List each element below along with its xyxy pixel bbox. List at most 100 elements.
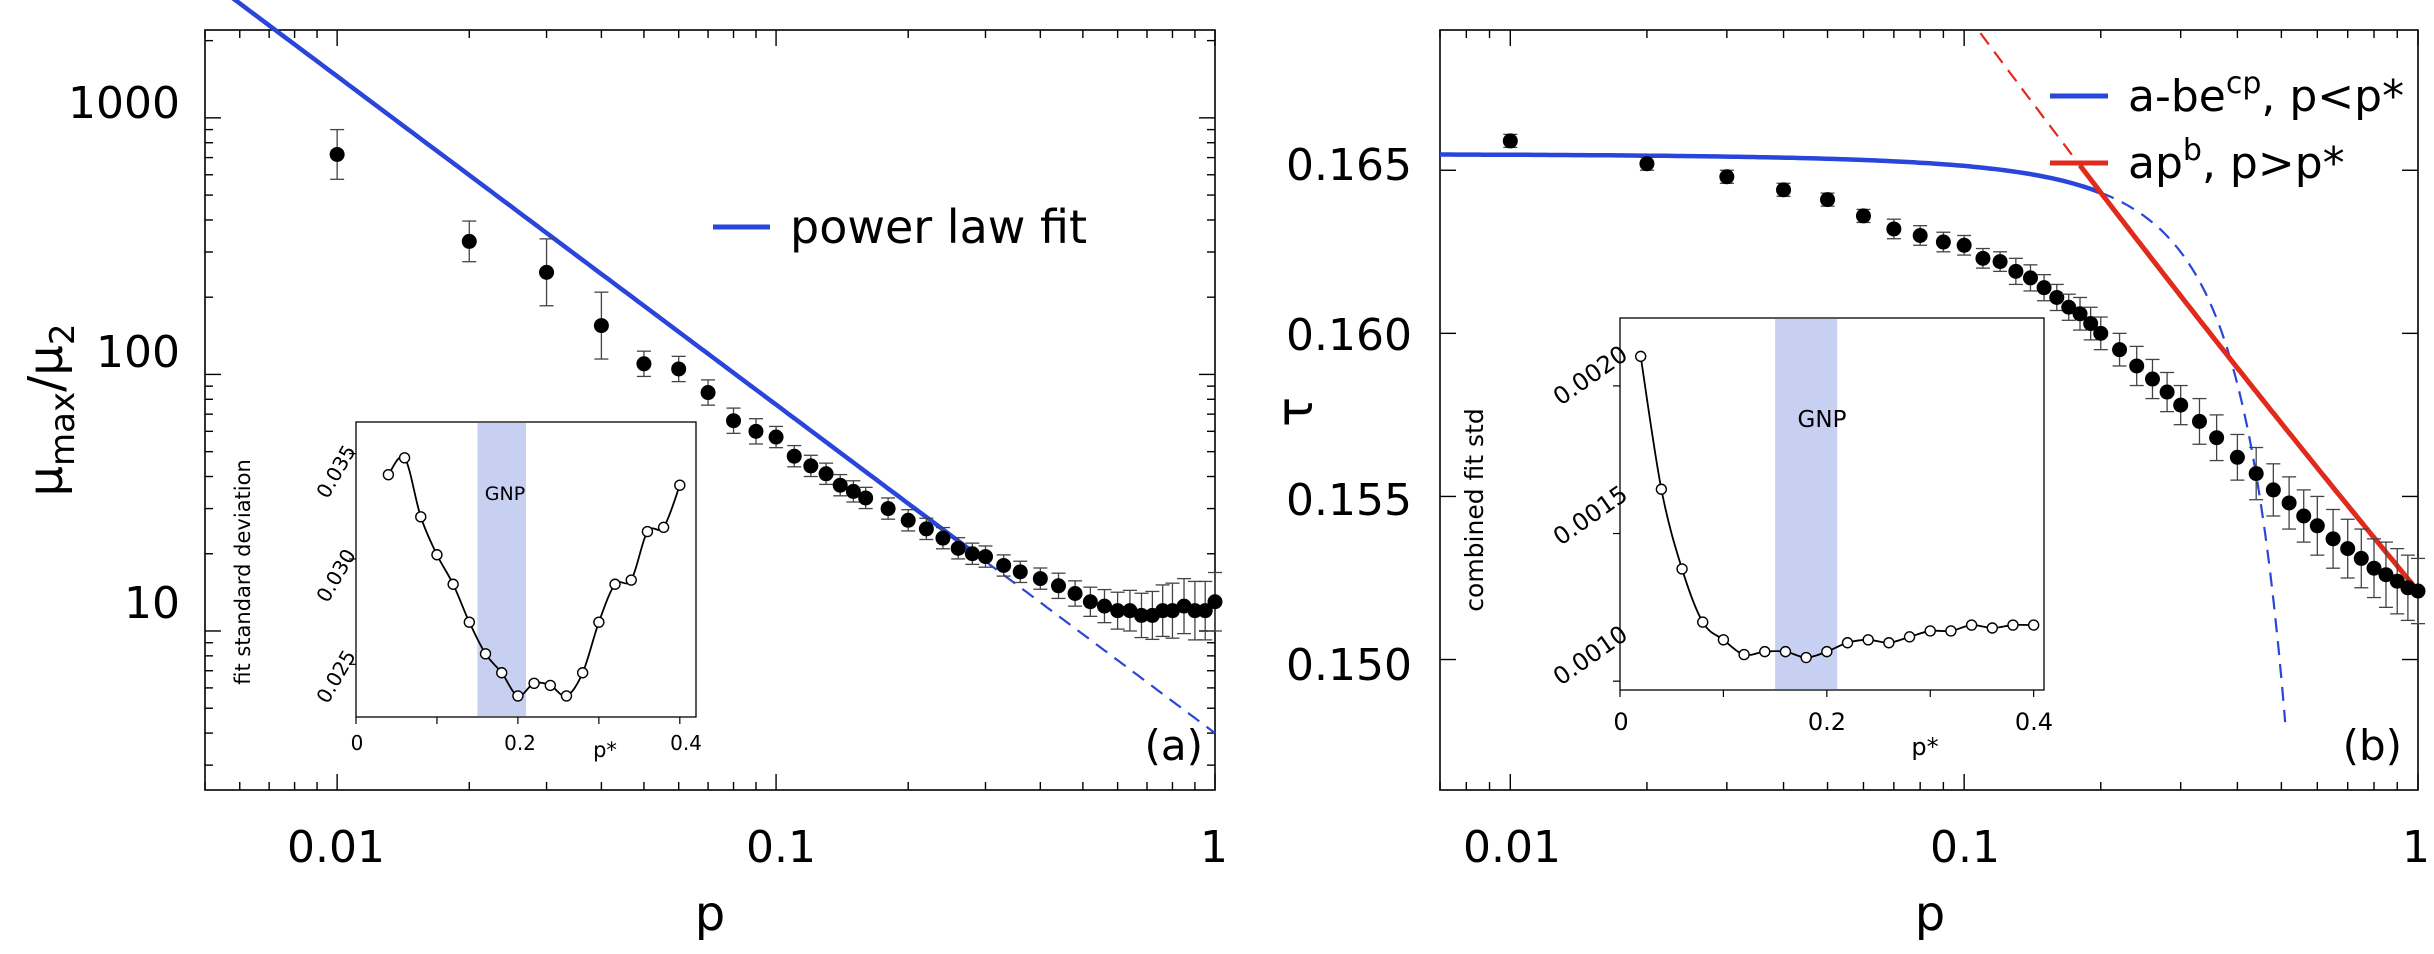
- panel-b-inset-xtick-0.4: 0.4: [2015, 708, 2053, 736]
- panel-a-inset-marker: [512, 690, 524, 702]
- panel-b-xtick-0.01: 0.01: [1463, 822, 1561, 873]
- panel-a-inset-ytick-0.030: 0.030: [311, 545, 360, 607]
- panel-b-data-point: [2281, 495, 2297, 511]
- panel-b-inset-marker: [1779, 645, 1792, 658]
- panel-a-data-point: [1096, 598, 1112, 614]
- panel-a-xtick-0.01: 0.01: [287, 822, 385, 873]
- panel-b-data-point: [1992, 254, 2008, 270]
- panel-a-data-point: [832, 477, 848, 493]
- panel-a-inset-ticks: [349, 453, 681, 724]
- panel-b-data-point: [2366, 560, 2382, 576]
- panel-b-data-point: [1719, 169, 1735, 185]
- panel-b-data-point: [1956, 237, 1972, 253]
- panel-b-inset-marker: [1883, 637, 1895, 649]
- panel-a-data-point: [786, 448, 802, 464]
- panel-a-legend-label: power law fit: [790, 200, 1087, 254]
- panel-b-data-point: [2410, 583, 2426, 599]
- panel-b-data-point: [2036, 280, 2052, 296]
- panel-b-data-point: [1820, 192, 1836, 208]
- panel-b-legend-label-exp: a-becp, p<p*: [2128, 66, 2404, 122]
- panel-b-ytick-0.165: 0.165: [1286, 140, 1412, 191]
- panel-a-data-point: [700, 385, 716, 401]
- panel-a-data-point: [858, 490, 874, 506]
- panel-a-data-point: [977, 549, 993, 565]
- panel-a-data-point: [593, 318, 609, 334]
- panel-b-inset-marker: [1655, 483, 1668, 495]
- panel-b-inset-band: [1775, 319, 1838, 689]
- panel-b-panel-label: (b): [2343, 721, 2402, 770]
- panel-b-inset-xtick-0: 0: [1613, 708, 1628, 736]
- panel-b-inset-ylabel: combined fit std: [1460, 408, 1489, 611]
- panel-b: 0.01 0.1 1 0.150 0.155 0.160 0.165 p τ a…: [1266, 29, 2430, 942]
- panel-b-data-point: [2265, 482, 2281, 498]
- panel-a-inset-marker: [463, 616, 476, 628]
- panel-a-data-point: [329, 146, 345, 162]
- panel-b-inset-marker: [1986, 622, 1998, 634]
- panel-a-data-point: [935, 530, 951, 546]
- panel-b-data-point: [2159, 384, 2175, 400]
- panel-b-ytick-0.150: 0.150: [1286, 640, 1412, 691]
- panel-b-inset-marker: [2027, 619, 2040, 631]
- panel-a-data-point: [768, 429, 784, 445]
- panel-a-data-point: [539, 264, 555, 280]
- panel-a-data-point: [900, 512, 916, 528]
- panel-b-inset-marker: [1800, 651, 1812, 664]
- panel-a-data-point: [1122, 603, 1138, 619]
- panel-b-data-point: [2325, 531, 2341, 547]
- panel-b-data-point: [2144, 371, 2160, 387]
- panel-b-data-point: [2340, 541, 2356, 557]
- panel-a-data-point: [996, 557, 1012, 573]
- panel-b-ylabel: τ: [1266, 397, 1324, 427]
- panel-a-inset-marker: [431, 549, 443, 561]
- panel-b-ytick-0.160: 0.160: [1286, 310, 1412, 361]
- panel-b-data-point: [2083, 316, 2099, 332]
- panel-a-data-point: [1133, 607, 1149, 623]
- panel-b-data-point: [2129, 358, 2145, 374]
- panel-b-pow-fit-solid: [2078, 163, 2420, 593]
- panel-a-data-point: [918, 521, 934, 537]
- panel-b-inset-marker: [1841, 637, 1854, 649]
- panel-a-inset-marker: [447, 578, 459, 590]
- panel-a-inset-marker: [479, 648, 492, 660]
- panel-b-legend-label-pow: apb, p>p*: [2128, 133, 2345, 189]
- panel-a-data-point: [1164, 603, 1180, 619]
- panel-b-data-point: [2093, 325, 2109, 341]
- panel-b-inset-marker: [1945, 625, 1957, 637]
- panel-a-data-points: [329, 128, 1223, 641]
- panel-b-inset-gnp-band: [1775, 319, 1838, 689]
- panel-b-exp-fit-solid: [1440, 152, 2102, 195]
- panel-a-inset-ylabel: fit standard deviation: [231, 459, 255, 685]
- panel-b-data-point: [2248, 466, 2264, 482]
- panel-a-inset-xlabel: p*: [593, 738, 617, 762]
- panel-b-data-point: [1855, 208, 1871, 224]
- panel-a-data-point: [818, 466, 834, 482]
- panel-b-inset: GNP 0 0.2 0.4 p* 0.0010 0.0015 0.0020 co…: [1460, 317, 2053, 761]
- panel-b-data-point: [2296, 508, 2312, 524]
- panel-b-data-points: [1502, 133, 2426, 625]
- panel-a-inset-marker: [560, 690, 573, 702]
- panel-b-data-point: [2022, 270, 2038, 286]
- panel-b-data-point: [2353, 550, 2369, 566]
- panel-a-fit-dashed: [984, 560, 1216, 734]
- panel-a-ytick-1000: 1000: [68, 78, 180, 129]
- panel-a-fit-solid: [231, 0, 987, 564]
- panel-b-ytick-0.155: 0.155: [1286, 475, 1412, 526]
- panel-a-inset-gnp-label: GNP: [485, 483, 525, 505]
- panel-a-data-point: [636, 356, 652, 372]
- panel-a-ylabel: μmax/μ2: [18, 324, 83, 497]
- panel-b-inset-marker: [1634, 350, 1647, 363]
- panel-b-data-point: [2309, 518, 2325, 534]
- panel-a-frame: [204, 29, 1216, 791]
- panel-b-inset-marker: [1717, 634, 1730, 646]
- panel-b-inset-marker: [2007, 619, 2019, 631]
- panel-b-data-point: [2173, 397, 2189, 413]
- panel-a-data-point: [461, 233, 477, 249]
- panel-b-data-point: [1502, 133, 1518, 149]
- panel-a-inset-marker: [544, 679, 556, 692]
- panel-a-data-point: [845, 483, 861, 499]
- panel-a-data-point: [880, 501, 896, 517]
- panel-a-inset-ytick-0.025: 0.025: [311, 646, 360, 708]
- panel-a-inset-ytick-0.035: 0.035: [311, 441, 360, 503]
- panel-a-data-point: [1050, 578, 1066, 594]
- panel-b-inset-gnp-label: GNP: [1798, 407, 1847, 433]
